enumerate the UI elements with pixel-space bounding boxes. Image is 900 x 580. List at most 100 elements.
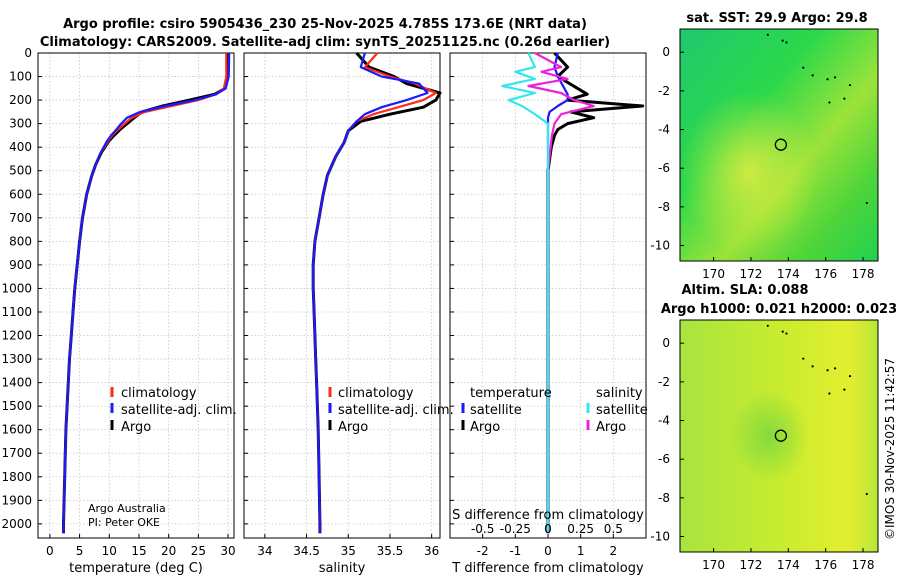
x-tick-label: 176 xyxy=(814,267,837,281)
temperature-legend: climatology satellite-adj. clim. Argo xyxy=(110,386,237,435)
series-s-argo xyxy=(527,52,595,534)
y-tick-label: 200 xyxy=(9,93,32,107)
y-tick-label: 0 xyxy=(662,336,670,350)
y-tick-label: -8 xyxy=(658,491,670,505)
x-tick-label: 172 xyxy=(740,267,763,281)
sla-map-title-line1: Altim. SLA: 0.088 xyxy=(682,283,809,298)
s-tick-label: 0.5 xyxy=(604,522,623,536)
salinity-panel: 34 34.5 35 35.5 36 salinity xyxy=(243,52,442,576)
island-dot xyxy=(802,357,805,360)
map-frame xyxy=(679,28,879,262)
sla-map: 170 172 174 176 178 0 -2 -4 -6 -8 -10 xyxy=(650,319,879,572)
y-tick-label: 100 xyxy=(9,70,32,84)
temperature-panel: 0100200300400500600700800900100011001200… xyxy=(1,46,235,576)
footnote-argo-australia: Argo Australia xyxy=(88,502,166,515)
legend-climatology-label: climatology xyxy=(121,386,197,401)
island-dot xyxy=(781,330,784,333)
series-argo xyxy=(62,53,230,534)
x-tick-label: 34 xyxy=(257,544,272,558)
series-satellite-adj-clim- xyxy=(62,52,231,534)
island-dot xyxy=(781,39,784,42)
legend-s-argo-label: Argo xyxy=(596,420,626,435)
y-tick-label: 1500 xyxy=(1,399,32,413)
y-tick-label: -10 xyxy=(650,530,670,544)
s-tick-label: 0.25 xyxy=(567,522,594,536)
y-tick-label: 2000 xyxy=(1,517,32,531)
series-satellite-adj-clim- xyxy=(312,52,429,534)
y-tick-label: 1400 xyxy=(1,376,32,390)
island-dot xyxy=(865,492,868,496)
island-dot xyxy=(785,41,788,44)
y-tick-label: 500 xyxy=(9,164,32,178)
island-dot xyxy=(785,332,788,335)
x-tick-label: 36 xyxy=(424,544,439,558)
s-difference-axis-label: S difference from climatology xyxy=(452,508,644,523)
y-tick-label: -4 xyxy=(658,414,670,428)
sst-map: 170 172 174 176 178 0 -2 -4 -6 -8 -10 xyxy=(650,28,879,281)
legend-s-satellite-label: satellite xyxy=(596,403,648,418)
x-tick-label: -1 xyxy=(509,544,521,558)
y-tick-label: 700 xyxy=(9,211,32,225)
difference-panel: -2 -1 0 1 2 T difference from climatology -0.5… xyxy=(449,51,647,576)
island-dot xyxy=(766,33,769,36)
plot-frame xyxy=(37,52,235,539)
series-t-argo xyxy=(546,51,645,534)
legend-argo-label: Argo xyxy=(338,420,368,435)
x-axis-label: temperature (deg C) xyxy=(69,561,203,576)
x-tick-label: 174 xyxy=(777,558,800,572)
s-tick-label: -0.5 xyxy=(471,522,494,536)
difference-legend: temperature salinity satellite Argo sate… xyxy=(461,386,648,435)
x-tick-label: 35 xyxy=(341,544,356,558)
island-dot xyxy=(848,374,852,378)
legend-t-satellite-label: satellite xyxy=(470,403,522,418)
footnote-pi: PI: Peter OKE xyxy=(88,516,160,529)
island-dot xyxy=(843,97,846,100)
island-dot xyxy=(826,78,829,81)
sst-warm-patch xyxy=(680,29,878,261)
series-argo xyxy=(311,52,442,534)
y-tick-label: 800 xyxy=(9,234,32,248)
chart-title-line1: Argo profile: csiro 5905436_230 25-Nov-2… xyxy=(63,17,587,32)
x-tick-label: 20 xyxy=(161,544,176,558)
x-tick-label: 170 xyxy=(702,267,725,281)
x-tick-label: 15 xyxy=(131,544,146,558)
y-tick-label: 1100 xyxy=(1,305,32,319)
x-tick-label: 10 xyxy=(102,544,117,558)
x-tick-label: 0 xyxy=(544,544,552,558)
y-tick-label: 1800 xyxy=(1,470,32,484)
legend-salinity-title: salinity xyxy=(596,386,643,401)
x-axis-label: salinity xyxy=(319,561,366,576)
y-tick-label: 1200 xyxy=(1,329,32,343)
island-dot xyxy=(811,365,814,368)
series-climatology xyxy=(62,53,228,534)
island-dot xyxy=(802,66,805,69)
y-tick-label: 400 xyxy=(9,140,32,154)
y-tick-label: -4 xyxy=(658,123,670,137)
island-dot xyxy=(826,369,829,372)
x-tick-label: 25 xyxy=(191,544,206,558)
island-dot xyxy=(833,76,837,79)
y-tick-label: -6 xyxy=(658,161,670,175)
chart-title-line2: Climatology: CARS2009. Satellite-adj cli… xyxy=(40,35,610,50)
x-tick-label: 0 xyxy=(46,544,54,558)
y-tick-label: 900 xyxy=(9,258,32,272)
y-tick-label: 0 xyxy=(662,45,670,59)
legend-satellite-label: satellite-adj. clim. xyxy=(121,403,237,418)
y-tick-label: -10 xyxy=(650,239,670,253)
y-tick-label: -6 xyxy=(658,452,670,466)
x-tick-label: 176 xyxy=(814,558,837,572)
island-dot xyxy=(766,324,769,327)
y-tick-label: 1900 xyxy=(1,493,32,507)
y-tick-label: -2 xyxy=(658,375,670,389)
y-tick-label: 1300 xyxy=(1,352,32,366)
x-tick-label: 170 xyxy=(702,558,725,572)
x-tick-label: 30 xyxy=(220,544,235,558)
y-tick-label: -2 xyxy=(658,84,670,98)
x-tick-label: 1 xyxy=(577,544,585,558)
y-tick-label: 1700 xyxy=(1,446,32,460)
imos-watermark: ©IMOS 30-Nov-2025 11:42:57 xyxy=(883,358,897,540)
legend-climatology-label: climatology xyxy=(338,386,414,401)
x-axis-label: T difference from climatology xyxy=(451,561,644,576)
map-frame xyxy=(679,319,879,553)
